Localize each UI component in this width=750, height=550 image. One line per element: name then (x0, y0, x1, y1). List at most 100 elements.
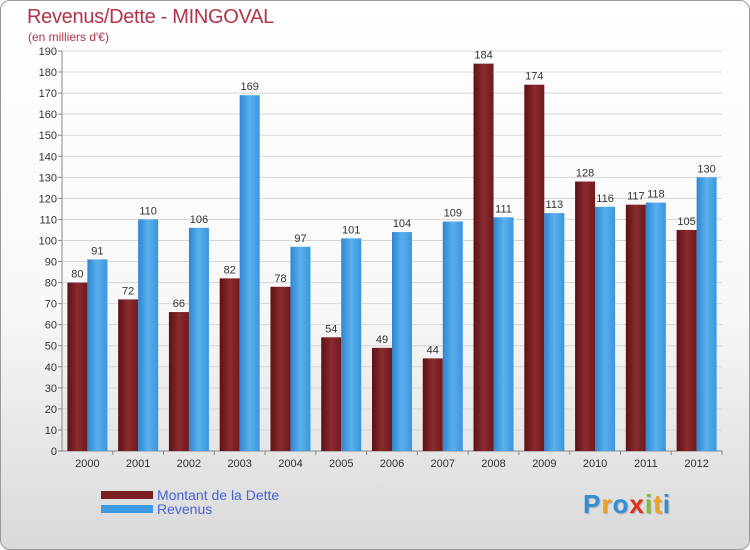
bar-debt (372, 347, 392, 451)
data-label-revenue: 110 (139, 205, 157, 217)
y-tick-label: 180 (39, 67, 57, 79)
data-label-revenue: 101 (342, 224, 360, 236)
bar-revenue (290, 246, 311, 451)
logo-letter: P (583, 489, 602, 519)
y-tick-label: 20 (45, 404, 57, 416)
y-tick-label: 10 (45, 425, 57, 437)
bar-debt (422, 358, 443, 451)
data-label-debt: 44 (427, 344, 439, 356)
x-tick-label: 2007 (431, 458, 455, 470)
data-label-debt: 174 (525, 71, 543, 83)
data-label-revenue: 106 (190, 214, 208, 226)
bar-revenue (341, 238, 362, 451)
data-label-debt: 128 (576, 168, 594, 180)
bar-revenue (493, 217, 514, 451)
legend-label-debt: Montant de la Dette (157, 487, 280, 503)
bar-revenue (645, 202, 666, 451)
bar-debt (473, 63, 494, 451)
data-label-revenue: 130 (697, 163, 715, 175)
bar-debt (67, 282, 88, 451)
data-label-debt: 66 (173, 298, 185, 310)
bar-revenue (87, 259, 108, 451)
data-label-revenue: 111 (495, 203, 512, 215)
x-tick-label: 2008 (481, 458, 505, 470)
data-label-debt: 49 (376, 334, 388, 346)
x-tick-label: 2012 (684, 458, 708, 470)
legend-label-revenue: Revenus (157, 501, 213, 517)
bar-debt (321, 337, 342, 451)
data-label-revenue: 113 (546, 199, 564, 211)
y-tick-label: 190 (39, 46, 57, 58)
data-label-revenue: 169 (241, 81, 259, 93)
data-label-revenue: 118 (647, 189, 665, 201)
bar-revenue (595, 206, 616, 451)
legend-item-debt: Montant de la Dette (101, 487, 279, 503)
y-tick-label: 0 (51, 446, 57, 458)
bar-debt (219, 278, 240, 451)
data-label-debt: 117 (627, 191, 645, 203)
chart-title: Revenus/Dette - MINGOVAL (27, 6, 274, 28)
bar-revenue (392, 232, 412, 451)
logo-letter: t (653, 489, 663, 519)
data-label-debt: 82 (224, 264, 236, 276)
x-tick-label: 2006 (380, 458, 404, 470)
logo-letter: i (662, 489, 671, 519)
x-tick-label: 2000 (75, 458, 99, 470)
logo-letter: o (612, 489, 630, 519)
logo-letter: i (644, 489, 654, 519)
bar-debt (168, 312, 189, 451)
data-label-debt: 72 (122, 285, 134, 297)
proxiti-logo: Proxiti (583, 489, 671, 520)
x-tick-label: 2010 (583, 458, 607, 470)
y-tick-label: 60 (45, 320, 57, 332)
y-tick-label: 150 (39, 130, 57, 142)
data-label-revenue: 97 (294, 233, 306, 245)
bar-revenue (442, 221, 463, 451)
logo-letter: x (629, 489, 645, 519)
bar-debt (270, 286, 291, 451)
bar-debt (118, 299, 139, 451)
data-label-revenue: 91 (91, 245, 103, 257)
data-label-debt: 80 (71, 269, 83, 281)
y-tick-label: 70 (45, 299, 57, 311)
y-tick-label: 100 (39, 235, 57, 247)
y-tick-label: 120 (39, 193, 57, 205)
data-label-revenue: 109 (444, 208, 462, 220)
x-tick-label: 2011 (634, 458, 658, 470)
y-tick-label: 140 (39, 151, 57, 163)
chart-subtitle: (en milliers d'€) (28, 30, 109, 44)
y-tick-label: 40 (45, 362, 57, 374)
bar-debt (676, 229, 697, 451)
data-label-debt: 184 (474, 50, 492, 62)
y-tick-label: 50 (45, 341, 57, 353)
y-tick-label: 80 (45, 278, 57, 290)
data-label-debt: 105 (677, 216, 695, 228)
x-tick-label: 2009 (532, 458, 556, 470)
x-tick-label: 2004 (278, 458, 302, 470)
bar-debt (524, 84, 545, 452)
legend-swatch-debt (101, 491, 153, 499)
legend-swatch-revenue (101, 505, 153, 513)
x-tick-label: 2003 (227, 458, 251, 470)
data-label-debt: 78 (274, 273, 286, 285)
y-tick-label: 170 (39, 88, 57, 100)
data-label-revenue: 116 (596, 193, 614, 205)
y-tick-label: 110 (39, 214, 57, 226)
data-label-debt: 54 (325, 323, 337, 335)
legend-item-revenue: Revenus (101, 501, 212, 517)
bar-revenue (138, 219, 159, 451)
x-tick-label: 2005 (329, 458, 353, 470)
data-label-revenue: 104 (393, 218, 411, 230)
x-tick-label: 2002 (177, 458, 201, 470)
y-tick-label: 90 (45, 257, 57, 269)
bar-debt (575, 181, 596, 452)
y-tick-label: 130 (39, 172, 57, 184)
bar-revenue (544, 213, 565, 451)
y-tick-label: 160 (39, 109, 57, 121)
logo-letter: r (601, 489, 613, 519)
bar-revenue (239, 95, 260, 452)
bar-revenue (696, 177, 717, 451)
x-tick-label: 2001 (126, 458, 150, 470)
